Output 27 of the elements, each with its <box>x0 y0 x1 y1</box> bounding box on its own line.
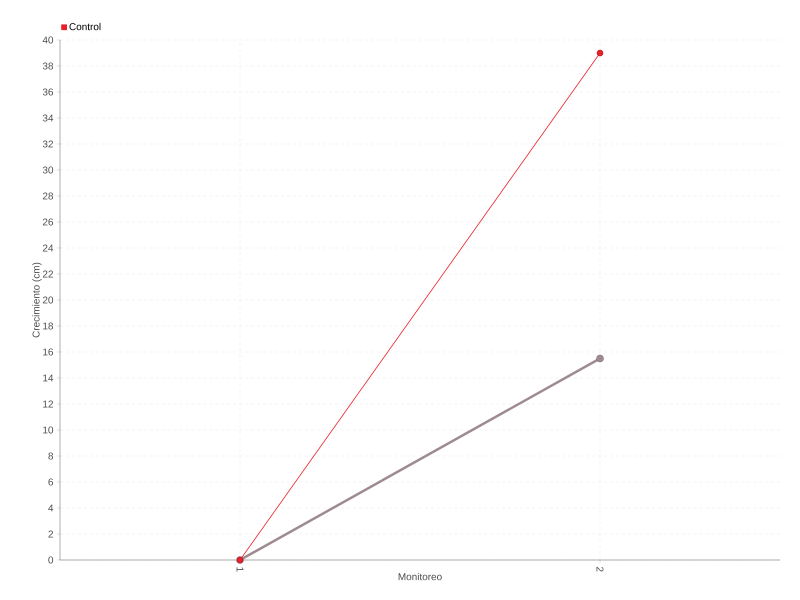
y-tick-label: 20 <box>42 296 54 304</box>
y-tick-label: 22 <box>42 270 53 278</box>
y-tick-label: 14 <box>43 374 54 382</box>
y-tick-label: 28 <box>42 192 54 200</box>
x-axis-title: Monitoreo <box>398 572 442 580</box>
point <box>596 354 604 362</box>
point <box>596 50 604 56</box>
y-tick-label: 36 <box>42 88 54 96</box>
x-tick-label: 1 <box>236 567 244 572</box>
y-tick-label: 38 <box>42 62 54 70</box>
y-tick-label: 34 <box>42 114 54 122</box>
y-tick-label: 0 <box>48 556 54 564</box>
y-tick-label: 32 <box>42 140 53 148</box>
y-tick-label: 24 <box>42 244 54 252</box>
y-tick-label: 6 <box>48 478 54 486</box>
y-tick-label: 30 <box>42 166 54 174</box>
y-tick-label: 2 <box>48 530 53 538</box>
y-tick-label: 26 <box>42 218 54 226</box>
legend-label: Control <box>69 22 100 30</box>
y-tick-label: 10 <box>43 426 54 434</box>
y-axis-title: Crecimiento (cm) <box>32 262 42 338</box>
y-tick-label: 8 <box>48 452 54 460</box>
y-tick-label: 16 <box>43 348 54 356</box>
y-tick-label: 40 <box>42 36 54 44</box>
y-tick-label: 12 <box>43 400 53 408</box>
y-tick-label: 18 <box>43 322 54 330</box>
y-tick-label: 4 <box>48 504 54 512</box>
